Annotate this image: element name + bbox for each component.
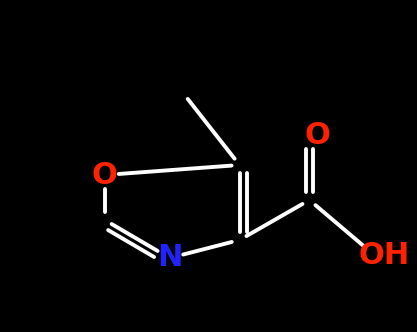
Text: O: O <box>92 160 118 190</box>
Text: OH: OH <box>359 240 410 270</box>
Text: O: O <box>304 121 330 149</box>
Text: N: N <box>157 243 182 273</box>
